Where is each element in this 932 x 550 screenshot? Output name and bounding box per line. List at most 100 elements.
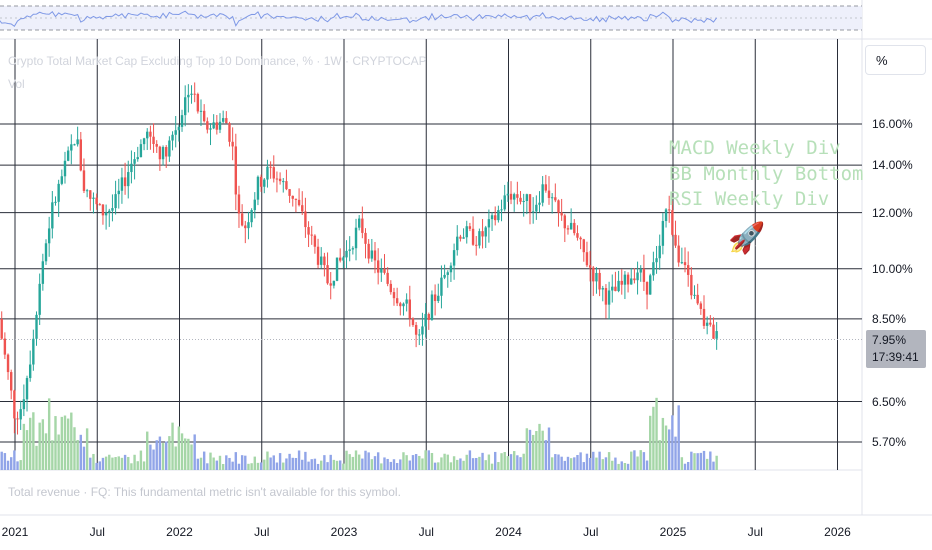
candle-body <box>693 294 696 296</box>
candle-body <box>165 147 168 157</box>
candle-body <box>351 248 355 250</box>
x-tick-label: 2026 <box>824 525 851 539</box>
candle-body <box>468 226 472 229</box>
volume-bar <box>617 463 620 470</box>
candle-body <box>512 194 516 200</box>
volume-bar <box>259 462 263 470</box>
candle-body <box>405 299 408 304</box>
rsi-line <box>0 10 718 27</box>
volume-bar <box>92 453 95 470</box>
volume-bar <box>649 415 652 470</box>
candle-body <box>101 204 105 216</box>
candle-body <box>490 215 494 220</box>
candle-body <box>576 233 579 238</box>
volume-bar <box>516 455 519 470</box>
candle-body <box>278 178 282 182</box>
rsi-pane <box>0 5 862 31</box>
volume-bar <box>506 456 510 470</box>
candle-body <box>168 140 171 157</box>
volume-bar <box>620 461 623 470</box>
volume-bar <box>47 398 51 470</box>
candle-body <box>158 146 162 160</box>
candlestick-series <box>0 82 718 435</box>
candle-body <box>127 172 130 187</box>
candle-body <box>465 226 468 238</box>
volume-bar <box>218 455 222 470</box>
candle-body <box>155 144 158 147</box>
volume-bar <box>626 463 630 470</box>
candle-body <box>566 228 570 230</box>
candle-body <box>291 195 294 199</box>
volume-bar <box>82 446 86 470</box>
volume-bar <box>424 450 427 470</box>
volume-bar <box>272 455 275 470</box>
volume-bar <box>661 417 665 470</box>
candle-body <box>437 295 440 301</box>
candle-body <box>554 197 557 201</box>
volume-bar <box>585 453 589 470</box>
candle-body <box>531 211 535 213</box>
candle-body <box>509 193 513 200</box>
scale-mode-button[interactable]: % <box>865 45 926 75</box>
candle-body <box>38 283 41 315</box>
x-tick-label: 2024 <box>495 525 522 539</box>
candle-body <box>275 178 279 180</box>
candle-body <box>677 245 680 263</box>
volume-bar <box>70 412 73 470</box>
volume-bar <box>89 457 92 470</box>
volume-bar <box>326 462 329 470</box>
candle-body <box>649 275 652 295</box>
candle-body <box>598 272 601 290</box>
candle-body <box>240 213 244 226</box>
volume-bar <box>449 462 453 470</box>
candle-body <box>316 246 320 265</box>
volume-bar <box>668 429 671 470</box>
volume-bar <box>3 453 7 470</box>
candle-body <box>607 290 611 305</box>
volume-bar <box>168 436 171 470</box>
volume-bar <box>187 438 190 470</box>
candle-body <box>541 184 544 203</box>
candle-body <box>560 212 563 216</box>
volume-bar <box>392 459 396 470</box>
candle-body <box>183 97 187 116</box>
candle-body <box>636 272 639 281</box>
volume-bar <box>291 457 294 470</box>
candle-body <box>231 141 234 147</box>
volume-bar <box>202 451 206 470</box>
x-tick-label: 2023 <box>330 525 358 539</box>
volume-bar <box>354 450 358 470</box>
candle-body <box>630 278 633 285</box>
candle-body <box>503 195 506 210</box>
candle-body <box>111 208 114 211</box>
candle-body <box>25 378 29 400</box>
candle-body <box>297 199 301 206</box>
volume-bar <box>51 440 54 470</box>
candle-body <box>661 221 665 246</box>
candle-body <box>361 218 364 233</box>
volume-bar <box>494 451 497 470</box>
candle-body <box>19 409 22 420</box>
volume-bar <box>348 454 351 470</box>
volume-bar <box>712 461 715 470</box>
candle-body <box>348 249 351 251</box>
annotation-macd: MACD Weekly Div <box>669 137 841 159</box>
candle-body <box>604 288 608 305</box>
candle-body <box>206 121 209 130</box>
volume-bar <box>335 460 339 470</box>
volume-bar <box>478 456 481 470</box>
volume-bar <box>683 463 687 470</box>
volume-bar <box>41 419 45 470</box>
candle-body <box>443 274 446 278</box>
candle-body <box>6 354 10 373</box>
candle-body <box>95 197 98 205</box>
volume-bar <box>639 450 642 470</box>
volume-bar <box>544 440 548 470</box>
candle-body <box>139 144 143 158</box>
candle-body <box>484 227 487 237</box>
volume-bar <box>560 456 563 470</box>
candle-body <box>579 237 582 240</box>
candle-body <box>516 194 519 198</box>
x-tick-label: Jul <box>747 525 763 539</box>
